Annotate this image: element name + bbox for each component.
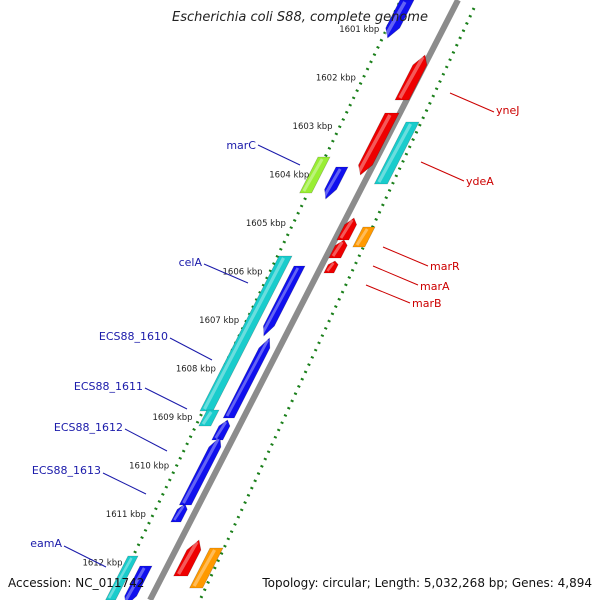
gene-label-celA[interactable]: celA [179, 256, 203, 269]
ydeA-callout-line [420, 161, 465, 182]
ecs88-1611-callout-line [144, 387, 188, 410]
gene-label-ecs88-1610[interactable]: ECS88_1610 [99, 330, 168, 343]
gene-marC-lime-highlight [302, 158, 324, 192]
gene-1611-blue[interactable] [222, 337, 271, 419]
gene-label-ecs88-1611[interactable]: ECS88_1611 [74, 380, 143, 393]
celA-callout-line [203, 263, 249, 284]
gene-bottom-orange-highlight [192, 549, 216, 587]
gene-label-marR[interactable]: marR [430, 260, 460, 273]
kbp-tick-label: 1601 kbp [339, 25, 379, 35]
gene-marB-red[interactable] [323, 260, 339, 274]
gene-eamA-blue[interactable] [124, 565, 153, 600]
marC-callout-line [257, 144, 301, 166]
kbp-tick-label: 1607 kbp [199, 316, 239, 326]
kbp-tick-label: 1603 kbp [293, 122, 333, 132]
kbp-tick-label: 1610 kbp [129, 462, 169, 472]
gene-label-ecs88-1612[interactable]: ECS88_1612 [54, 421, 123, 434]
gene-marR-orange-highlight [355, 228, 369, 246]
gene-label-ecs88-1613[interactable]: ECS88_1613 [32, 464, 101, 477]
gene-small-blue[interactable] [170, 503, 188, 523]
gene-eamA-blue-highlight [124, 567, 146, 600]
gene-1610-blue[interactable] [263, 265, 306, 337]
gene-eamA-cyan-highlight [107, 557, 133, 599]
gene-marC-blue-highlight [322, 168, 342, 198]
gene-top-blue-highlight [383, 1, 407, 37]
eamA-callout-line [63, 545, 107, 568]
yneJ-callout-line [449, 92, 495, 113]
gene-marB-red-highlight [326, 262, 335, 272]
gene-left-red-highlight [356, 114, 392, 174]
gene-1612-blue-highlight [214, 421, 228, 439]
kbp-tick-label: 1602 kbp [316, 74, 356, 84]
gene-marA-red[interactable] [328, 239, 348, 259]
gene-eamA-cyan[interactable] [105, 555, 139, 600]
map-title: Escherichia coli S88, complete genome [172, 10, 428, 25]
gene-marR-orange[interactable] [352, 226, 376, 248]
gene-marA-red-highlight [331, 241, 344, 257]
marA-callout-line [372, 265, 419, 286]
gene-marR-red-highlight [339, 219, 354, 239]
gene-yneJ-red[interactable] [394, 54, 428, 101]
gene-label-marB[interactable]: marB [412, 297, 442, 310]
ecs88-1612-callout-line [124, 428, 168, 452]
gene-label-yneJ[interactable]: yneJ [496, 104, 520, 117]
kbp-tick-label: 1612 kbp [82, 559, 122, 569]
ecs88-1610-callout-line [169, 337, 213, 361]
marR-callout-line [382, 246, 429, 267]
kbp-tick-label: 1608 kbp [176, 365, 216, 375]
gene-1610-blue-highlight [260, 267, 300, 335]
gene-bottom-red[interactable] [173, 539, 202, 577]
gene-label-eamA[interactable]: eamA [30, 537, 62, 550]
kbp-tick-label: 1604 kbp [269, 171, 309, 181]
gene-yneJ-red-highlight [398, 56, 425, 99]
genome-summary-text: Topology: circular; Length: 5,032,268 bp… [262, 576, 592, 590]
marB-callout-line [365, 284, 411, 304]
kbp-tick-label: 1609 kbp [152, 413, 192, 423]
gene-marC-blue[interactable] [324, 166, 349, 200]
gene-marR-red[interactable] [336, 217, 357, 241]
gene-1611-cyan[interactable] [198, 409, 220, 427]
gene-1613-blue-highlight [182, 438, 220, 504]
kbp-tick-label: 1605 kbp [246, 219, 286, 229]
gene-label-marA[interactable]: marA [420, 280, 450, 293]
gene-bottom-red-highlight [177, 541, 199, 575]
kbp-tick-label: 1611 kbp [106, 510, 146, 520]
gene-marC-lime[interactable] [299, 156, 331, 194]
gene-left-red[interactable] [358, 112, 400, 176]
gene-top-blue[interactable] [385, 0, 415, 39]
gene-bottom-orange[interactable] [189, 547, 224, 589]
gene-small-blue-highlight [173, 505, 185, 521]
gene-1611-cyan-highlight [201, 411, 213, 425]
gene-label-ydeA[interactable]: ydeA [466, 175, 494, 188]
gene-ydeA-cyan-highlight [377, 123, 412, 183]
accession-text: Accession: NC_011742 [8, 576, 145, 590]
ecs88-1613-callout-line [102, 472, 147, 495]
gene-ydeA-cyan[interactable] [373, 121, 420, 185]
gene-1611-blue-highlight [225, 339, 270, 417]
gene-celA-cyan-highlight [203, 257, 285, 410]
kbp-tick-label: 1606 kbp [223, 268, 263, 278]
gene-label-marC[interactable]: marC [226, 139, 256, 152]
